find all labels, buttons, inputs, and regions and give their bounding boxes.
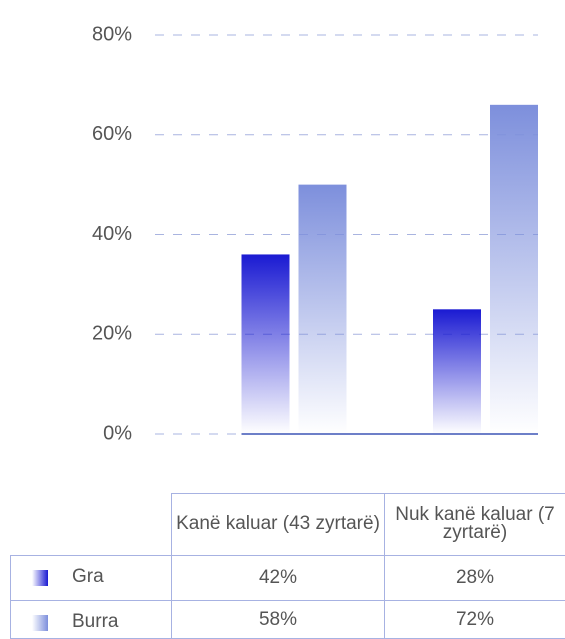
legend-swatch bbox=[32, 615, 48, 631]
table-cell: 42% bbox=[258, 566, 298, 588]
bar bbox=[490, 104, 538, 434]
y-tick-label: 80% bbox=[92, 23, 132, 45]
table-line bbox=[10, 555, 11, 639]
bar bbox=[433, 309, 481, 434]
table-line bbox=[171, 493, 172, 639]
table-line bbox=[384, 493, 385, 639]
row-label: Burra bbox=[72, 611, 119, 632]
column-header: Nuk kanë kaluar (7 zyrtarë) bbox=[395, 503, 555, 543]
table-line bbox=[171, 493, 565, 494]
y-tick-label: 40% bbox=[92, 223, 132, 245]
column-header: Kanë kaluar (43 zyrtarë) bbox=[176, 512, 380, 534]
row-label: Gra bbox=[72, 566, 104, 587]
legend-swatch bbox=[32, 570, 48, 586]
table-cell: 58% bbox=[258, 608, 298, 630]
table-line bbox=[10, 600, 565, 601]
y-tick-label: 0% bbox=[103, 422, 132, 444]
bar bbox=[241, 254, 290, 434]
table-cell: 28% bbox=[455, 566, 495, 588]
table-cell: 72% bbox=[455, 608, 495, 630]
chart: 0% 20% 40% 60% 80% bbox=[92, 23, 538, 444]
y-tick-label: 20% bbox=[92, 323, 132, 345]
table-line bbox=[10, 555, 565, 556]
bar bbox=[298, 184, 347, 434]
y-tick-label: 60% bbox=[92, 123, 132, 145]
